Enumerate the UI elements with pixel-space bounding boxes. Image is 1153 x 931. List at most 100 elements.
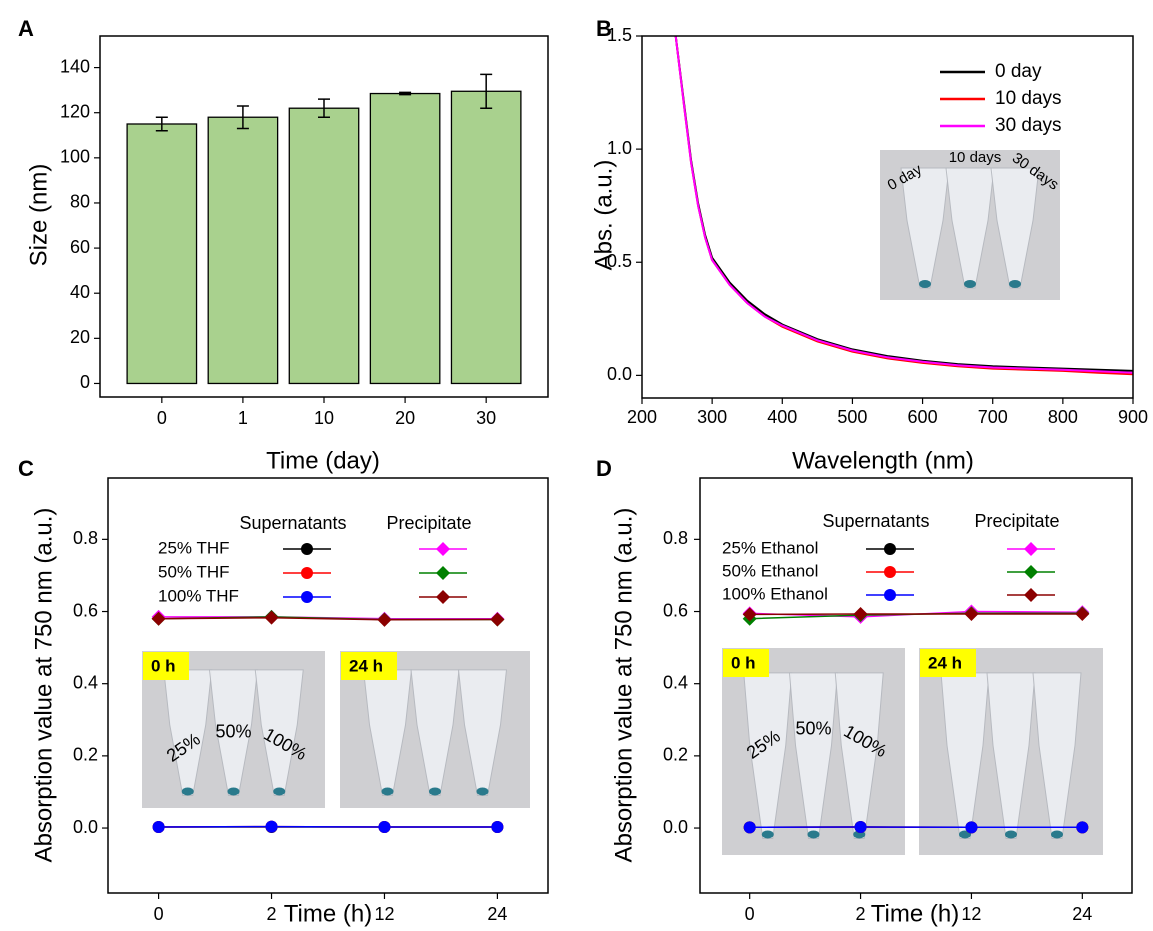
y-tick-label: 0.8 [73, 528, 98, 548]
x-tick-label: 0 [154, 904, 164, 924]
x-tick-label: 700 [978, 407, 1008, 427]
x-axis-label: Time (day) [266, 447, 380, 474]
time-tag [341, 652, 397, 680]
pellet [273, 787, 286, 796]
y-tick-label: 0.6 [73, 600, 98, 620]
marker [884, 589, 896, 601]
marker [1024, 588, 1038, 602]
plot-frame [107, 477, 549, 894]
tube [457, 669, 508, 796]
pellet [761, 830, 774, 839]
tube [990, 167, 1040, 289]
x-tick-label: 200 [627, 407, 657, 427]
pellet [1009, 280, 1021, 288]
error-bar [236, 105, 249, 130]
marker [1076, 821, 1089, 834]
legend-label: 10 days [995, 88, 1062, 109]
x-tick-label: 12 [374, 904, 394, 924]
bar [369, 92, 441, 385]
y-tick-label: 100 [60, 147, 90, 167]
legend-heading: Precipitate [386, 513, 471, 533]
y-axis-label: Size (nm) [25, 164, 52, 267]
time-tag [920, 649, 976, 677]
legend-label: 50% THF [158, 562, 230, 581]
x-tick-label: 20 [395, 408, 415, 428]
error-bar [155, 116, 168, 132]
marker [884, 543, 896, 555]
y-tick-label: 140 [60, 56, 90, 76]
annotation: 50% [795, 718, 831, 738]
annotation: 50% [215, 721, 251, 741]
legend-label: 25% Ethanol [722, 538, 818, 557]
x-axis-label: Time (h) [871, 900, 959, 927]
plot-frame [699, 477, 1133, 894]
pellet [959, 830, 971, 839]
marker [301, 591, 313, 603]
y-tick-label: 0.2 [663, 745, 688, 765]
y-tick-label: 80 [70, 192, 90, 212]
marker [265, 820, 278, 833]
spectrum-line [674, 35, 1134, 374]
x-tick-label: 30 [476, 408, 496, 428]
legend-heading: Precipitate [974, 511, 1059, 531]
x-tick-label: 400 [767, 407, 797, 427]
x-tick-label: 2 [267, 904, 277, 924]
panel: D Time (h) Absorption value at 750 nm (a.u… [596, 456, 1133, 927]
bar [450, 90, 522, 385]
panel-label: A [18, 16, 34, 41]
error-bar [399, 91, 412, 96]
annotation: 0 h [151, 656, 176, 675]
y-axis-label: Absorption value at 750 nm (a.u.) [610, 508, 637, 863]
marker [1024, 542, 1038, 556]
y-tick-label: 0.8 [663, 528, 688, 548]
bar [288, 107, 360, 385]
legend-heading: Supernatants [822, 511, 929, 531]
marker [378, 820, 391, 833]
legend-label: 0 day [995, 61, 1042, 82]
marker [742, 607, 757, 622]
panel: C Time (h) Absorption value at 750 nm (a.u… [18, 456, 549, 927]
time-tag [143, 652, 189, 680]
series-line [158, 616, 498, 621]
legend-label: 25% THF [158, 538, 230, 557]
marker [743, 821, 756, 834]
legend-label: 100% Ethanol [722, 584, 828, 603]
marker [964, 607, 979, 622]
marker [884, 566, 896, 578]
x-tick-label: 600 [908, 407, 938, 427]
y-axis-label: Absorption value at 750 nm (a.u.) [30, 508, 57, 863]
y-tick-label: 0.6 [663, 600, 688, 620]
x-tick-label: 300 [697, 407, 727, 427]
tube [834, 672, 884, 839]
x-tick-label: 24 [1072, 904, 1092, 924]
marker [301, 543, 313, 555]
marker [151, 611, 166, 626]
marker [436, 590, 450, 604]
y-tick-label: 40 [70, 282, 90, 302]
marker [490, 612, 505, 627]
pellet [181, 787, 194, 796]
x-tick-label: 10 [314, 408, 334, 428]
error-bar [480, 73, 493, 109]
marker [1024, 565, 1038, 579]
marker [301, 567, 313, 579]
bar [207, 116, 279, 385]
legend-heading: Supernatants [239, 513, 346, 533]
x-tick-label: 900 [1118, 407, 1148, 427]
x-tick-label: 800 [1048, 407, 1078, 427]
plot-frame [99, 35, 549, 398]
x-tick-label: 12 [961, 904, 981, 924]
x-axis-label: Time (h) [284, 900, 372, 927]
y-tick-label: 0.5 [607, 251, 632, 271]
marker [436, 542, 450, 556]
pellet [429, 787, 441, 796]
y-tick-label: 0.0 [663, 817, 688, 837]
marker [436, 566, 450, 580]
y-tick-label: 0.0 [607, 364, 632, 384]
tube [254, 669, 304, 796]
pellet [381, 787, 394, 796]
marker [152, 820, 165, 833]
y-tick-label: 0.4 [663, 672, 688, 692]
